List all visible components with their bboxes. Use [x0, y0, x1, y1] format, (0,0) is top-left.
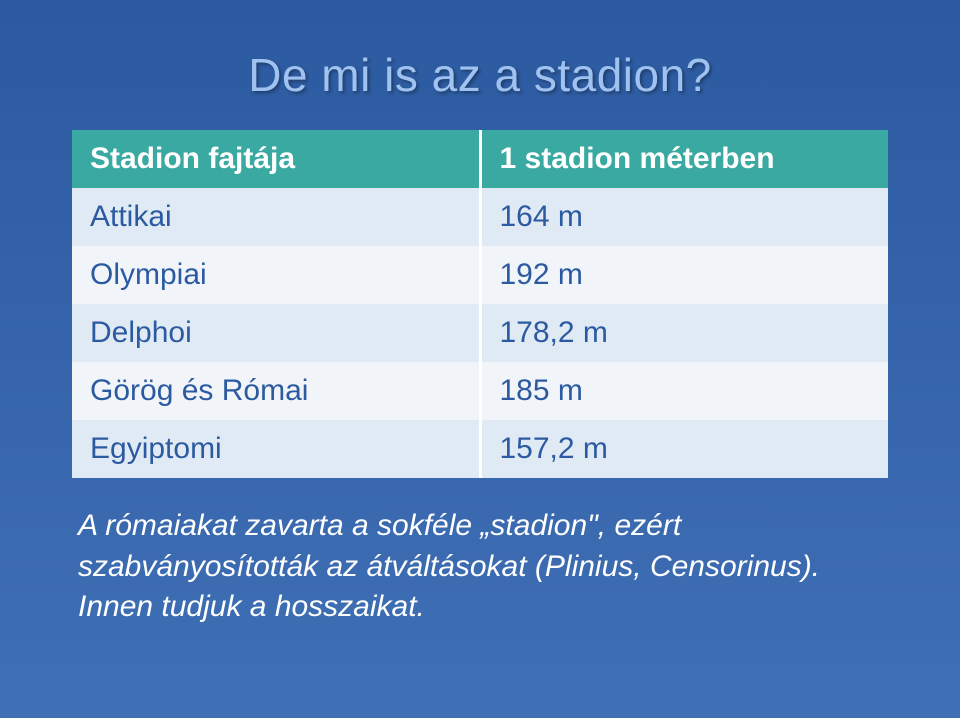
table-header-row: Stadion fajtája 1 stadion méterben: [72, 130, 888, 188]
table-cell: 157,2 m: [480, 420, 888, 478]
footnote-text: A rómaiakat zavarta a sokféle „stadion",…: [72, 506, 888, 628]
table-header-col2: 1 stadion méterben: [480, 130, 888, 188]
table-cell: Egyiptomi: [72, 420, 480, 478]
table-cell: Delphoi: [72, 304, 480, 362]
table-cell: 164 m: [480, 188, 888, 246]
table-cell: Olympiai: [72, 246, 480, 304]
table-row: Görög és Római185 m: [72, 362, 888, 420]
table-cell: 192 m: [480, 246, 888, 304]
table-cell: 178,2 m: [480, 304, 888, 362]
slide: De mi is az a stadion? Stadion fajtája 1…: [0, 0, 960, 718]
table-cell: Görög és Római: [72, 362, 480, 420]
slide-title: De mi is az a stadion?: [72, 48, 888, 102]
table-cell: 185 m: [480, 362, 888, 420]
table-body: Attikai164 mOlympiai192 mDelphoi178,2 mG…: [72, 188, 888, 478]
table-header-col1: Stadion fajtája: [72, 130, 480, 188]
stadion-table: Stadion fajtája 1 stadion méterben Attik…: [72, 130, 888, 478]
table-row: Delphoi178,2 m: [72, 304, 888, 362]
table-row: Olympiai192 m: [72, 246, 888, 304]
table-cell: Attikai: [72, 188, 480, 246]
table-row: Egyiptomi157,2 m: [72, 420, 888, 478]
table-row: Attikai164 m: [72, 188, 888, 246]
